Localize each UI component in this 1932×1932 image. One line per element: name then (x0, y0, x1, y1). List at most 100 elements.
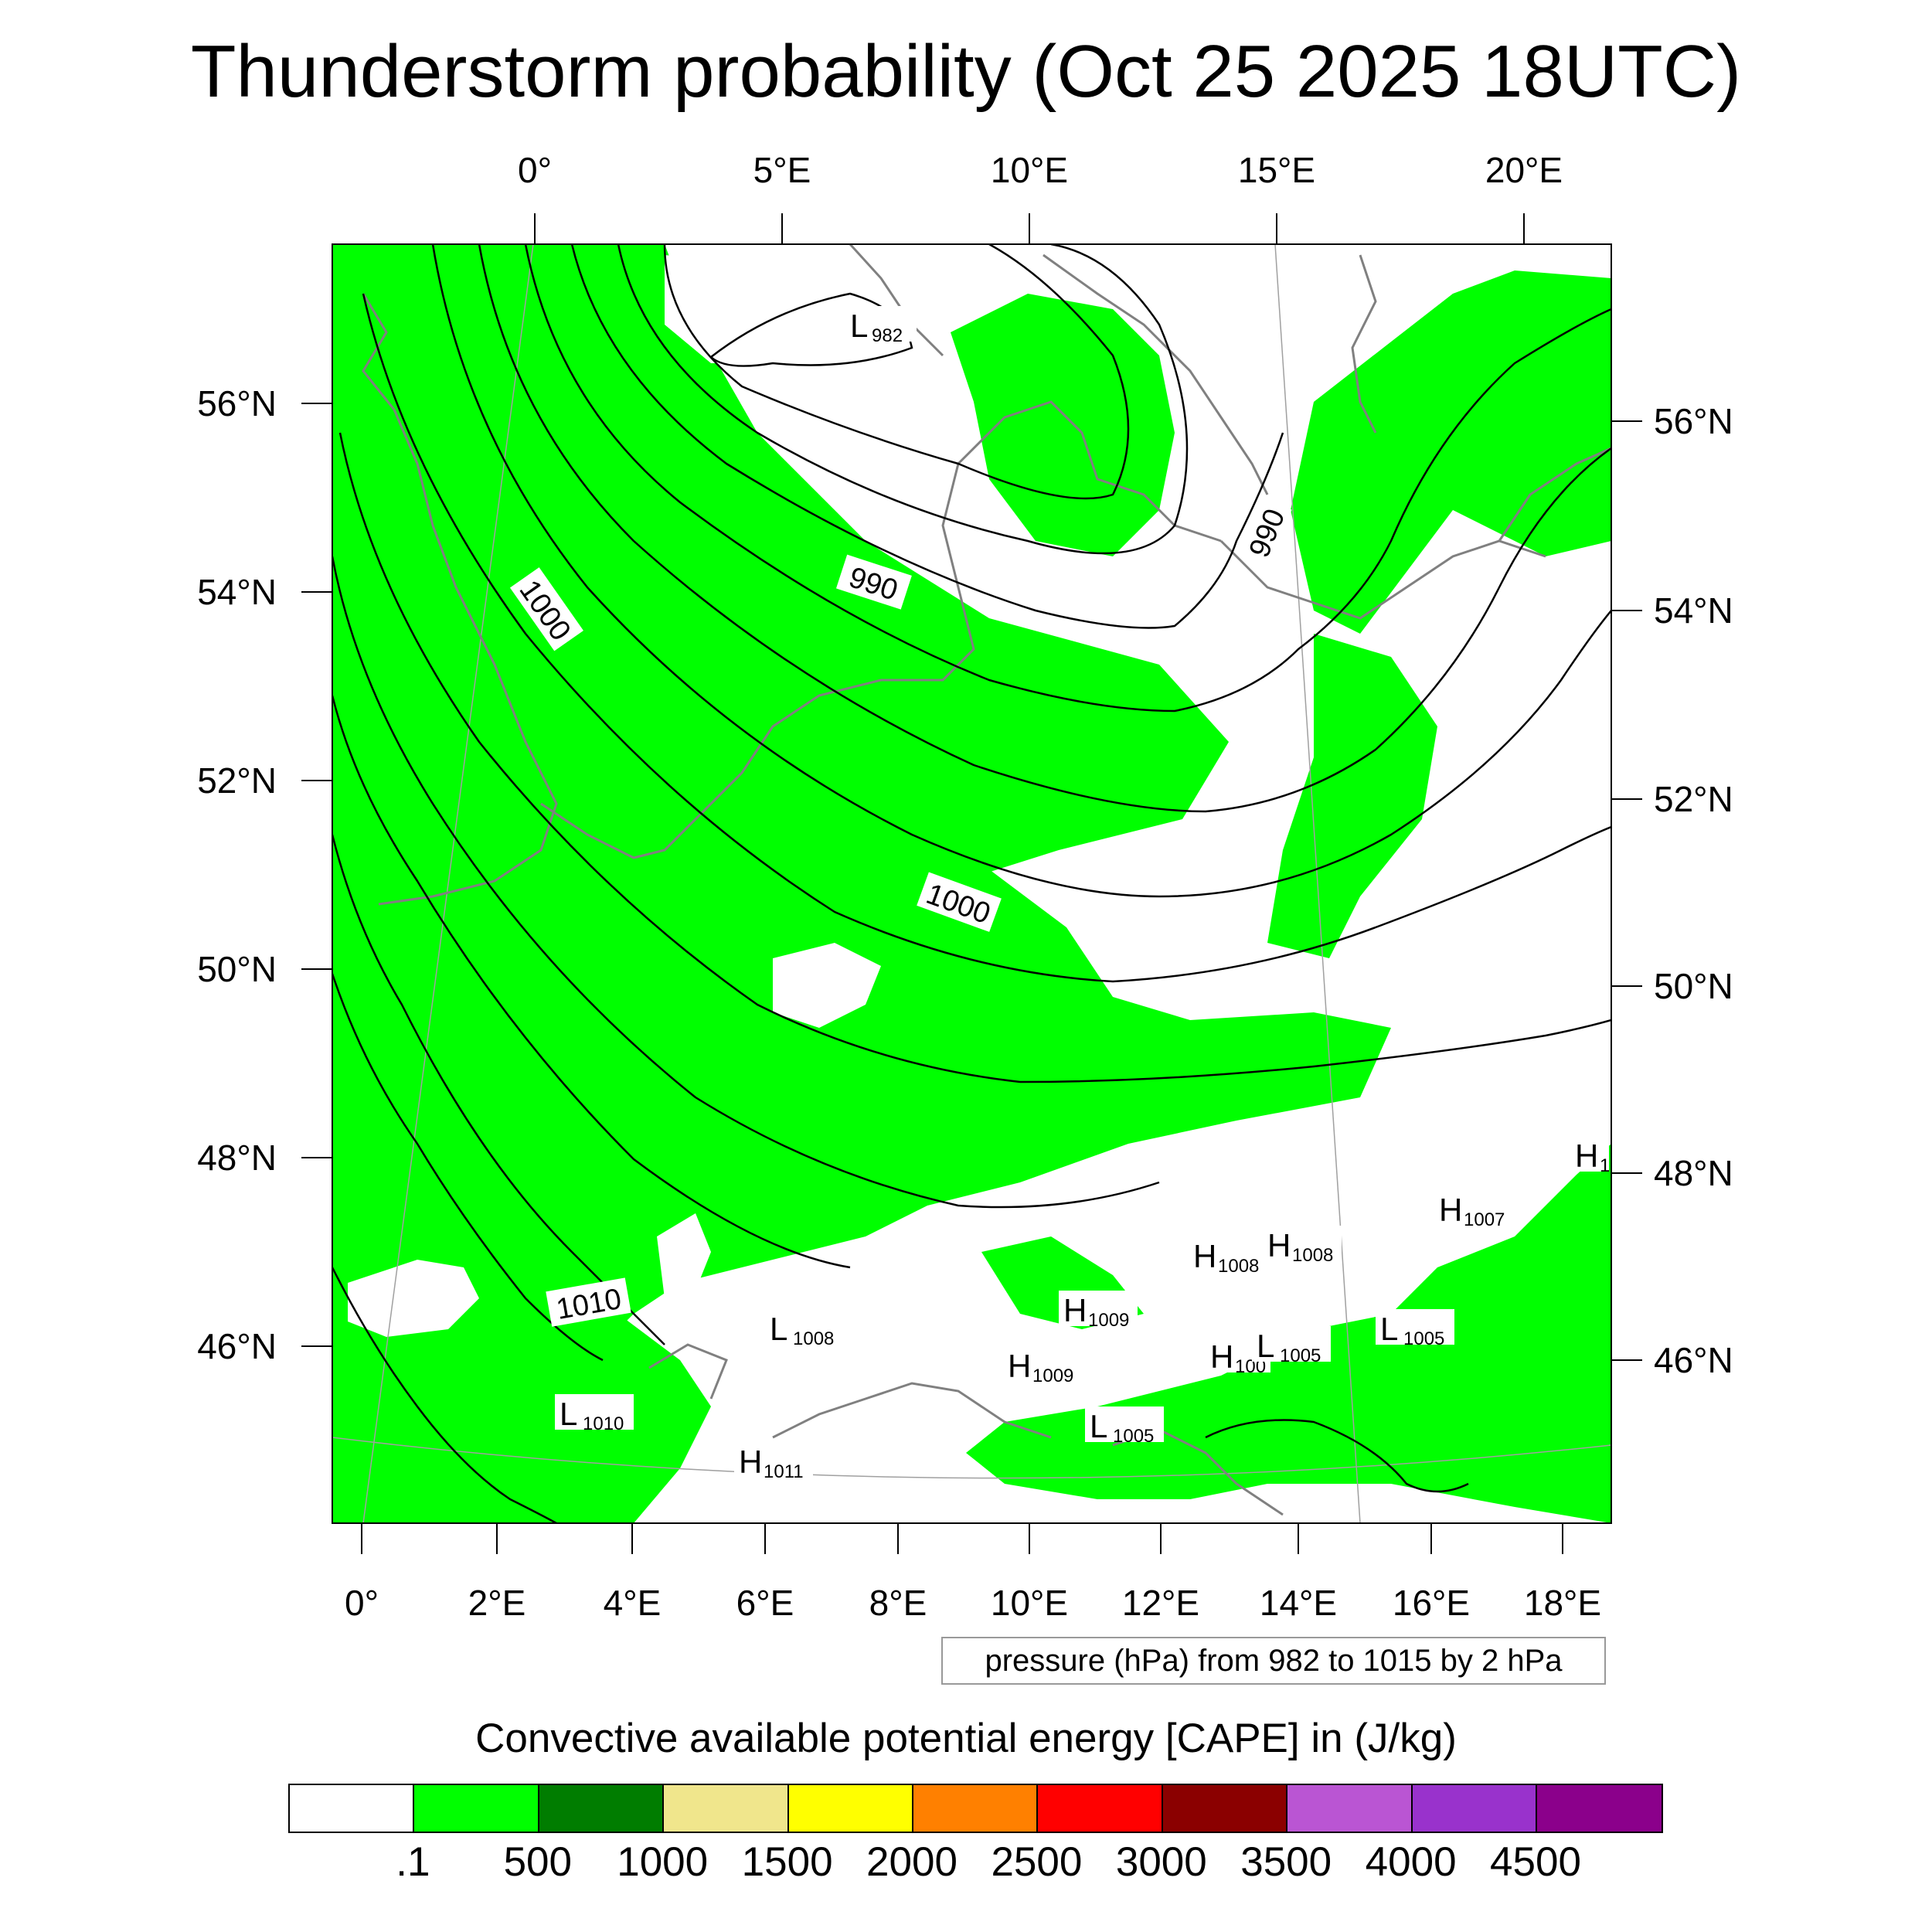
colorbar-label: 500 (503, 1839, 573, 1885)
pressure-center-letter: H (1063, 1292, 1087, 1328)
coastline-scandinavia (1043, 253, 1269, 495)
map-frame (332, 243, 1612, 1524)
bottom-lon-label: 16°E (1393, 1583, 1470, 1623)
left-lat-label: 48°N (197, 1138, 277, 1178)
pressure-center-letter: H (1575, 1138, 1598, 1174)
pressure-center-high-1008b: H 1008 (1263, 1226, 1342, 1266)
isobar-994 (478, 244, 1611, 813)
colorbar-swatch (290, 1785, 415, 1832)
cape-gap-germany (773, 943, 881, 1028)
isobar-998 (362, 293, 1611, 983)
colorbar-swatch (539, 1785, 665, 1832)
cape-gap-skagerrak (665, 255, 835, 363)
colorbar-swatch (913, 1785, 1039, 1832)
cape-gap-france-2 (657, 1213, 711, 1298)
colorbar-label: 1500 (741, 1839, 833, 1885)
pressure-center-letter: L (850, 308, 868, 344)
left-lat-label: 52°N (197, 760, 277, 801)
pressure-center-value: 1008 (1292, 1245, 1333, 1266)
colorbar-label: .1 (396, 1839, 430, 1885)
pressure-center-letter: L (1380, 1311, 1398, 1347)
pressure-center-value: 1005 (1403, 1328, 1444, 1349)
contour-info-box: pressure (hPa) from 982 to 1015 by 2 hPa (941, 1637, 1606, 1685)
bottom-lon-label: 6°E (736, 1583, 794, 1623)
graticule-line-prime-meridian (362, 244, 534, 1523)
isobar-southeast (1205, 1419, 1469, 1493)
pressure-center-letter: L (1257, 1328, 1274, 1364)
colorbar-swatch (788, 1785, 913, 1832)
right-lat-label: 46°N (1654, 1340, 1733, 1380)
top-lon-label: 10°E (991, 150, 1068, 190)
cape-region-east (1267, 634, 1437, 958)
right-lat-label: 50°N (1654, 966, 1733, 1006)
bottom-lon-label: 18°E (1524, 1583, 1601, 1623)
pressure-center-letter: H (739, 1444, 762, 1480)
bottom-lon-label: 8°E (869, 1583, 927, 1623)
isobar-1002 (332, 556, 1160, 1209)
pressure-center-letter: H (1439, 1192, 1462, 1228)
isobar-1010 (332, 973, 604, 1362)
pressure-center-letter: L (1090, 1408, 1107, 1444)
coastline-bothnia (1351, 254, 1377, 434)
colorbar-label: 2000 (866, 1839, 957, 1885)
isobar-990 (570, 244, 1284, 629)
top-lon-label: 20°E (1485, 150, 1563, 190)
coastline-continent-north (540, 400, 1222, 859)
isobar-1000 (338, 432, 1611, 1083)
colorbar-labels: .1 500 1000 1500 2000 2500 3000 3500 4000 4500 (0, 1838, 1932, 1892)
pressure-center-value: 1009 (1088, 1310, 1129, 1331)
isobar-1004 (332, 695, 851, 1269)
pressure-center-value: 1005 (1113, 1426, 1154, 1447)
coastline-baltic-east (1498, 447, 1611, 542)
map-title: Thunderstorm probability (Oct 25 2025 18… (190, 30, 1742, 113)
colorbar-swatch (1038, 1785, 1163, 1832)
coastline-mediterranean (648, 1343, 728, 1400)
pressure-center-high-1009b: H 1009 (1003, 1346, 1082, 1386)
tick-marks (301, 213, 1642, 1554)
pressure-center-letter: H (1210, 1338, 1233, 1375)
colorbar-swatch (1412, 1785, 1537, 1832)
contour-labels: 1000 990 990 1000 1010 (509, 497, 1292, 1327)
cape-region-denmark (951, 294, 1175, 556)
colorbar-swatch (1536, 1785, 1662, 1832)
pressure-center-high-1011: H 1011 (734, 1442, 813, 1482)
right-lat-label: 54°N (1654, 590, 1733, 631)
bottom-lon-labels: 0° 2°E 4°E 6°E 8°E 10°E 12°E 14°E 16°E 1… (345, 1583, 1601, 1623)
pressure-center-letter: H (1193, 1238, 1216, 1274)
coastline-norway (849, 244, 944, 357)
isobar-992 (524, 244, 1611, 713)
colorbar-label: 2500 (991, 1839, 1083, 1885)
left-lat-label: 56°N (197, 383, 277, 423)
pressure-center-value: 1009 (1032, 1366, 1073, 1386)
pressure-center-low-1008: L 1008 (765, 1309, 844, 1349)
bottom-lon-label: 4°E (604, 1583, 662, 1623)
isobar-ring-1 (663, 244, 1130, 500)
top-lon-label: 5°E (753, 150, 811, 190)
colorbar-label: 1000 (617, 1839, 709, 1885)
colorbar-swatch (664, 1785, 789, 1832)
top-lon-label: 0° (518, 150, 552, 190)
bottom-lon-label: 14°E (1260, 1583, 1337, 1623)
top-lon-labels: 0° 5°E 10°E 15°E 20°E (518, 150, 1563, 190)
top-lon-label: 15°E (1238, 150, 1315, 190)
pressure-center-low-1010: L 1010 (555, 1394, 634, 1434)
isobars (332, 244, 1611, 1523)
left-lat-label: 50°N (197, 949, 277, 989)
pressure-center-value: 1008 (793, 1328, 834, 1349)
bottom-lon-label: 2°E (468, 1583, 526, 1623)
coastline-britain (362, 293, 558, 906)
colorbar-label: 4500 (1490, 1839, 1581, 1885)
isobar-1012 (332, 1267, 557, 1523)
colorbar-swatch (414, 1785, 539, 1832)
pressure-center-value: 1 (1600, 1155, 1610, 1176)
right-lat-label: 56°N (1654, 401, 1733, 441)
pressure-center-high-edge: H 1 (1570, 1136, 1610, 1176)
colorbar-title: Convective available potential energy [C… (475, 1716, 1457, 1761)
pressure-center-value: 982 (872, 325, 903, 346)
pressure-center-value: 1007 (1464, 1209, 1505, 1230)
graticule-line-45n (332, 1437, 1611, 1479)
left-lat-label: 54°N (197, 572, 277, 612)
bottom-lon-label: 10°E (991, 1583, 1068, 1623)
pressure-center-letter: L (770, 1311, 787, 1347)
